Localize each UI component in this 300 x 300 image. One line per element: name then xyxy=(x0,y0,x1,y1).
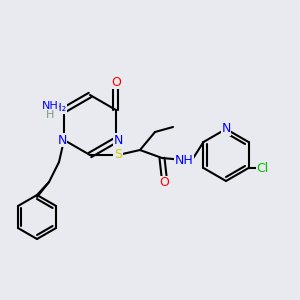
Text: N: N xyxy=(113,134,123,146)
Text: N: N xyxy=(57,134,67,146)
Text: NH₂: NH₂ xyxy=(45,103,67,113)
Text: NH: NH xyxy=(42,101,58,111)
Text: H: H xyxy=(46,110,54,120)
Text: NH: NH xyxy=(175,154,194,166)
Text: O: O xyxy=(111,76,121,88)
Text: S: S xyxy=(114,148,122,161)
Text: O: O xyxy=(159,176,169,190)
Text: Cl: Cl xyxy=(256,161,268,175)
Text: N: N xyxy=(221,122,231,136)
